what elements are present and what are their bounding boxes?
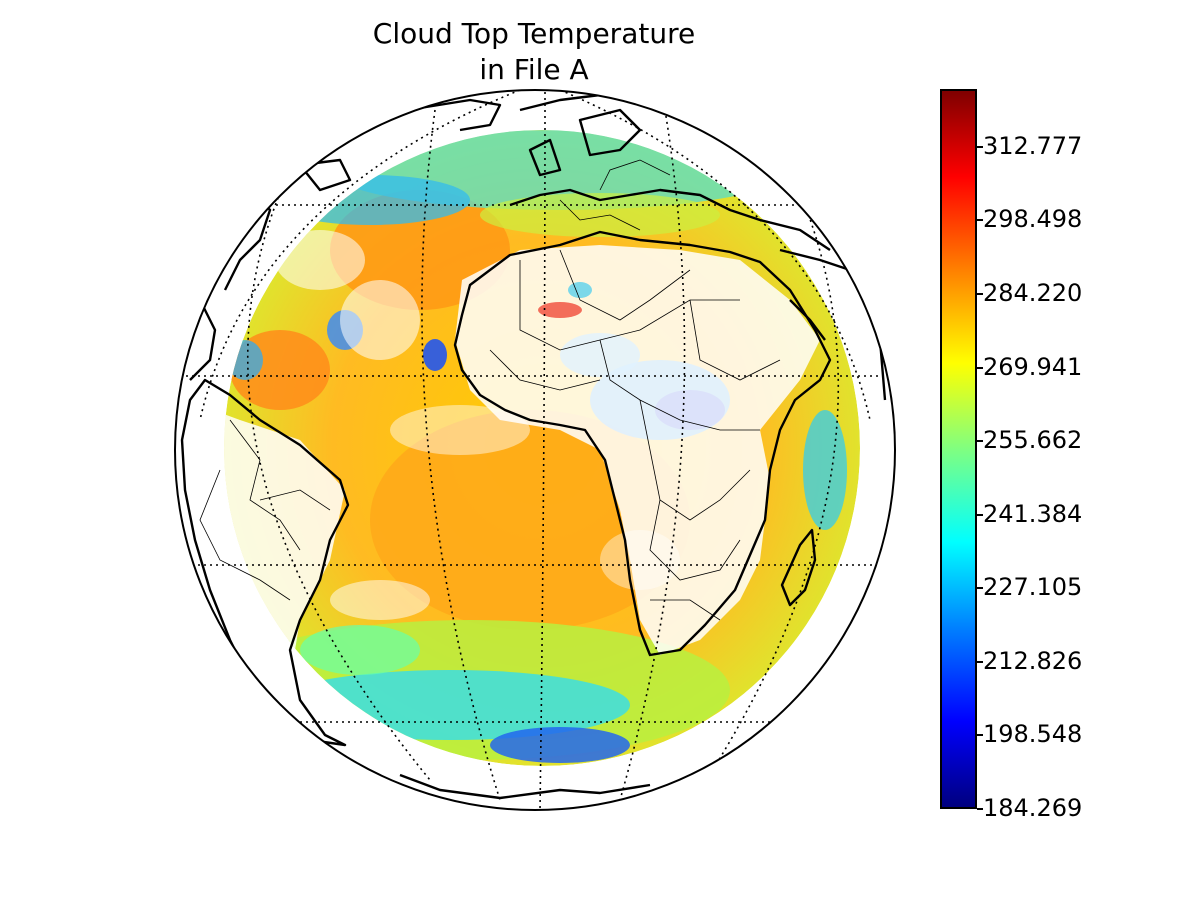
colorbar-tick-mark xyxy=(977,513,983,516)
colorbar-tick-label: 298.498 xyxy=(983,205,1083,234)
colorbar-tick-mark xyxy=(977,145,983,148)
graticule xyxy=(175,90,895,810)
map-title-line-2: in File A xyxy=(479,53,589,86)
colorbar-tick-label: 184.269 xyxy=(983,794,1083,822)
colorbar-tick-mark xyxy=(977,219,983,222)
colorbar-tick-mark xyxy=(977,734,983,737)
colorbar-tick-label: 255.662 xyxy=(983,426,1083,455)
colorbar-tick-mark xyxy=(977,440,983,443)
colorbar xyxy=(940,89,977,809)
map-title-line-1: Cloud Top Temperature xyxy=(372,17,696,50)
country-borders xyxy=(199,159,781,621)
colorbar-tick-mark xyxy=(977,660,983,663)
colorbar-tick-mark xyxy=(977,587,983,590)
colorbar-tick-label: 241.384 xyxy=(983,499,1083,528)
colorbar-tick-label: 269.941 xyxy=(983,352,1083,381)
colorbar-tick-label: 312.777 xyxy=(983,131,1083,160)
colorbar-tick-label: 284.220 xyxy=(983,278,1083,307)
colorbar-tick-label: 212.826 xyxy=(983,646,1083,675)
colorbar-tick-mark xyxy=(977,366,983,369)
colorbar-tick-mark xyxy=(977,292,983,295)
globe-outline xyxy=(174,89,896,811)
cloud-temperature-field xyxy=(224,130,860,766)
colorbar-tick-mark xyxy=(977,808,983,810)
colorbar-tick-label: 227.105 xyxy=(983,573,1083,602)
colorbar-tick-label: 198.548 xyxy=(983,720,1083,749)
